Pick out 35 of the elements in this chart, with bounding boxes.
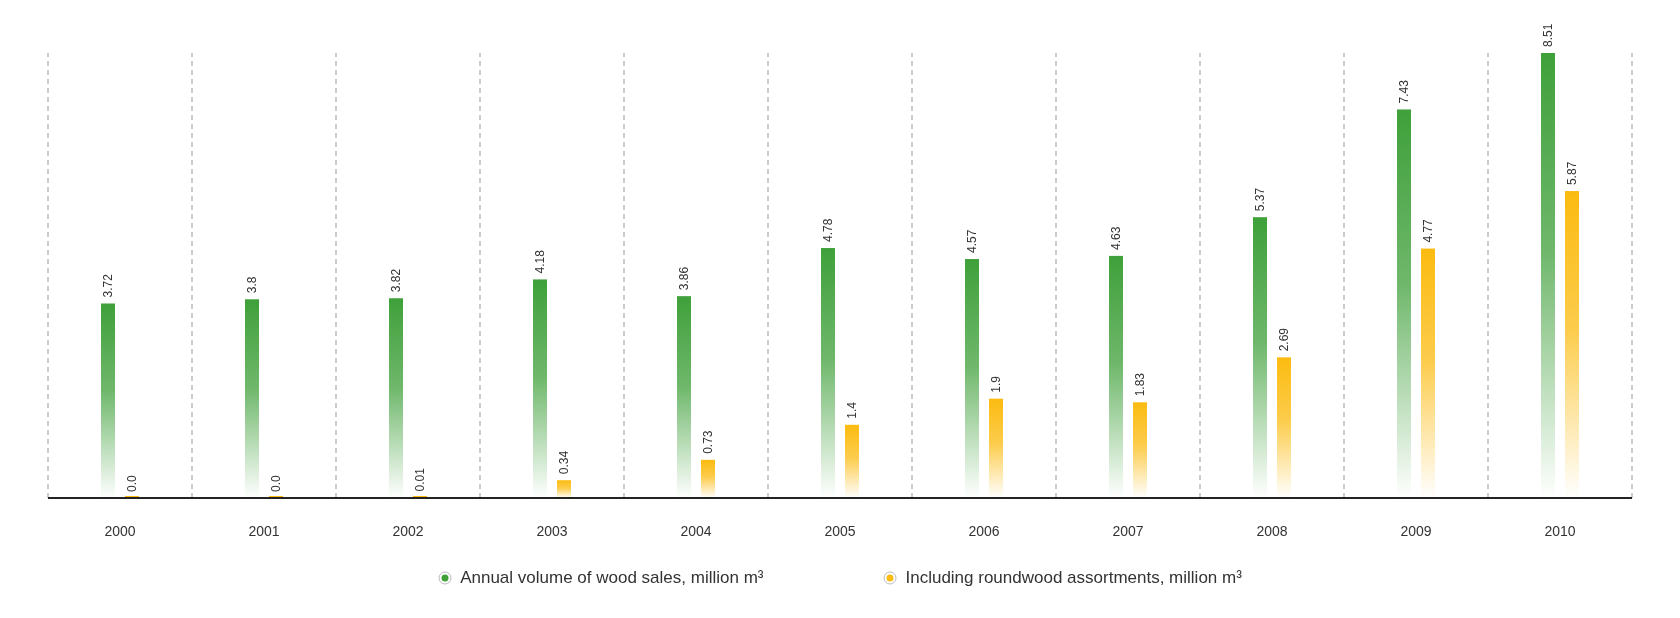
data-label: 7.43 [1397, 79, 1411, 104]
data-label: 2.69 [1277, 327, 1291, 352]
data-label: 0.0 [125, 474, 139, 492]
x-tick-label: 2001 [248, 522, 280, 539]
data-label: 0.01 [413, 467, 427, 492]
x-tick-label: 2005 [824, 522, 856, 539]
legend-label: Including roundwood assortments, million m³ [905, 568, 1242, 588]
data-label: 0.0 [269, 474, 283, 492]
data-label: 8.51 [1541, 23, 1555, 47]
data-label: 4.63 [1109, 226, 1123, 250]
data-label: 4.78 [821, 218, 835, 243]
data-label: 0.34 [557, 450, 571, 475]
data-label: 1.4 [845, 401, 859, 419]
data-label: 1.9 [989, 375, 1003, 393]
x-tick-label: 2003 [536, 522, 568, 539]
data-label: 3.86 [677, 266, 691, 291]
data-label: 4.77 [1421, 218, 1435, 243]
data-label: 5.87 [1565, 161, 1579, 186]
x-tick-label: 2002 [392, 522, 424, 539]
x-tick-label: 2007 [1112, 522, 1144, 539]
data-label: 1.83 [1133, 372, 1147, 397]
x-tick-label: 2006 [968, 522, 1000, 539]
x-tick-label: 2009 [1400, 522, 1432, 539]
x-tick-label: 2000 [104, 522, 136, 539]
data-label: 0.73 [701, 430, 715, 454]
data-label: 4.57 [965, 229, 979, 254]
data-label: 5.37 [1253, 187, 1267, 212]
data-label: 4.18 [533, 249, 547, 274]
x-tick-label: 2004 [680, 522, 712, 539]
x-tick-label: 2010 [1544, 522, 1576, 539]
data-label: 3.72 [101, 273, 115, 298]
data-label: 3.82 [389, 268, 403, 293]
x-tick-label: 2008 [1256, 522, 1288, 539]
legend-label: Annual volume of wood sales, million m³ [460, 568, 764, 588]
data-label: 3.8 [245, 276, 259, 294]
